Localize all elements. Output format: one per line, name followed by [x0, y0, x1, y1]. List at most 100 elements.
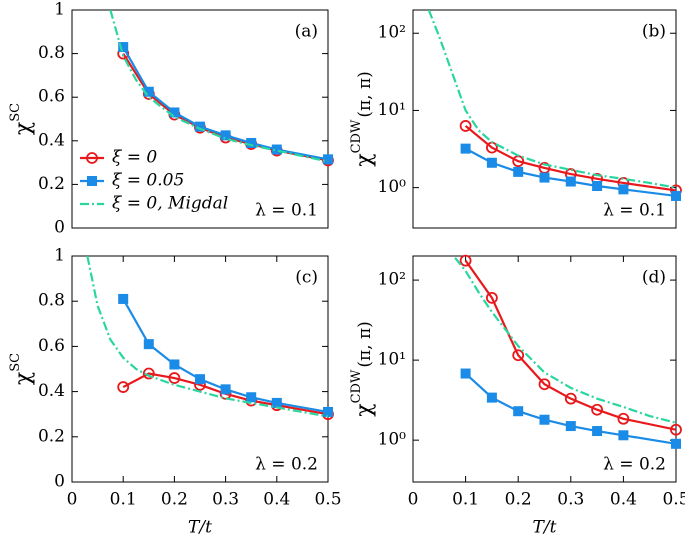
y-tick-label: 10²: [378, 270, 406, 290]
legend-label: ξ = 0.05: [112, 171, 184, 191]
annotation: λ = 0.1: [603, 201, 666, 221]
series-line: [86, 256, 328, 418]
marker: [591, 403, 603, 416]
marker: [485, 291, 498, 304]
series-line: [109, 10, 328, 163]
marker: [86, 152, 98, 164]
y-label-superscript: CDW: [349, 369, 364, 403]
y-tick-label: 0.2: [38, 426, 65, 446]
panel: 0 0.2 0.4 0.6 0.8 1 0 0.1 0.2 0.3 0.4 0.5 T/t χSC (c) λ…: [8, 246, 342, 538]
marker: [486, 392, 497, 403]
marker: [670, 423, 682, 436]
marker: [117, 381, 130, 393]
marker: [459, 254, 472, 267]
panel-label: (a): [295, 22, 318, 42]
marker: [460, 368, 471, 379]
marker: [539, 414, 550, 425]
x-tick-label: 0.3: [212, 490, 239, 510]
marker: [539, 172, 550, 183]
x-tick-label: 0.1: [110, 490, 137, 510]
y-label-suffix: (π, π): [355, 321, 375, 367]
marker: [671, 190, 681, 201]
marker: [118, 42, 129, 53]
x-tick-label: 0.2: [161, 490, 188, 510]
y-axis-label: χSC: [8, 103, 37, 135]
x-tick-label: 0.4: [263, 490, 290, 510]
marker: [246, 137, 257, 148]
marker: [513, 166, 524, 177]
marker: [143, 339, 154, 350]
series-line: [122, 53, 328, 162]
marker: [512, 349, 525, 362]
marker: [486, 157, 497, 168]
marker: [220, 384, 231, 395]
marker: [323, 154, 333, 165]
y-tick-label: 10²: [378, 23, 406, 43]
y-tick-label: 0.8: [38, 291, 65, 311]
x-tick-label: 0.2: [505, 490, 532, 510]
y-tick-label: 0.6: [38, 336, 65, 356]
marker: [143, 86, 154, 97]
y-tick-label: 0.8: [38, 43, 65, 63]
y-label-superscript: SC: [8, 353, 23, 372]
y-tick-label: 10¹: [378, 100, 406, 120]
x-tick-label: 0.1: [452, 490, 479, 510]
marker: [169, 107, 180, 118]
series-line: [427, 10, 676, 189]
marker: [142, 367, 155, 380]
axes-frame: [71, 255, 329, 483]
legend: ξ = 0 ξ = 0.05 ξ = 0, Migdal: [80, 148, 228, 214]
x-tick-label: 0: [67, 490, 78, 510]
y-axis-label: χSC: [8, 353, 37, 385]
marker: [271, 397, 282, 408]
panel: 10⁰ 10¹ 10² χCDW (π, π) (b) λ = 0.1: [349, 9, 682, 229]
y-tick-label: 10¹: [378, 350, 406, 370]
y-tick-label: 0.2: [38, 174, 65, 194]
marker: [460, 143, 471, 154]
y-axis-label: χCDW (π, π): [349, 321, 378, 417]
panel-label: (d): [642, 268, 666, 288]
x-tick-label: 0.3: [557, 490, 584, 510]
axes-frame: [412, 9, 677, 229]
y-label-symbol: χ: [352, 403, 377, 416]
x-axis-label: T/t: [188, 518, 212, 538]
y-tick-label: 10⁰: [378, 177, 407, 197]
y-label-symbol: χ: [11, 372, 36, 385]
panel: 10⁰ 10¹ 10² 0 0.1 0.2 0.3 0.4 0.5 T/t χCDW (π, π) (d…: [349, 254, 685, 538]
y-label-symbol: χ: [352, 153, 377, 166]
marker: [565, 176, 576, 187]
y-tick-label: 1: [54, 0, 65, 20]
marker: [617, 412, 630, 425]
marker: [565, 421, 576, 432]
series-line: [465, 147, 676, 198]
x-axis-label: T/t: [533, 518, 557, 538]
y-tick-label: 0: [54, 472, 65, 492]
panel: 0 0.2 0.4 0.6 0.8 1 χSC (a) λ = 0.1 ξ = 0 ξ = 0.05…: [8, 0, 334, 238]
marker: [195, 374, 205, 385]
series-line: [464, 372, 676, 445]
y-tick-label: 10⁰: [378, 430, 407, 450]
marker: [169, 359, 180, 370]
y-tick-label: 0.4: [38, 381, 65, 401]
marker: [271, 144, 282, 155]
annotation: λ = 0.2: [255, 455, 318, 475]
annotation: λ = 0.2: [603, 455, 666, 475]
annotation: λ = 0.1: [255, 201, 318, 221]
marker: [87, 176, 97, 186]
marker: [564, 392, 577, 405]
y-label-superscript: CDW: [349, 119, 364, 153]
marker: [592, 426, 603, 437]
marker: [195, 121, 205, 132]
legend-label: ξ = 0: [112, 148, 157, 168]
marker: [671, 438, 681, 449]
y-tick-label: 1: [54, 246, 65, 266]
y-tick-label: 0: [54, 218, 65, 238]
marker: [459, 120, 472, 132]
marker: [168, 372, 181, 384]
panel-label: (b): [642, 22, 666, 42]
legend-label: ξ = 0, Migdal: [112, 194, 228, 214]
marker: [118, 293, 129, 304]
marker: [220, 130, 231, 141]
x-tick-label: 0: [408, 490, 419, 510]
